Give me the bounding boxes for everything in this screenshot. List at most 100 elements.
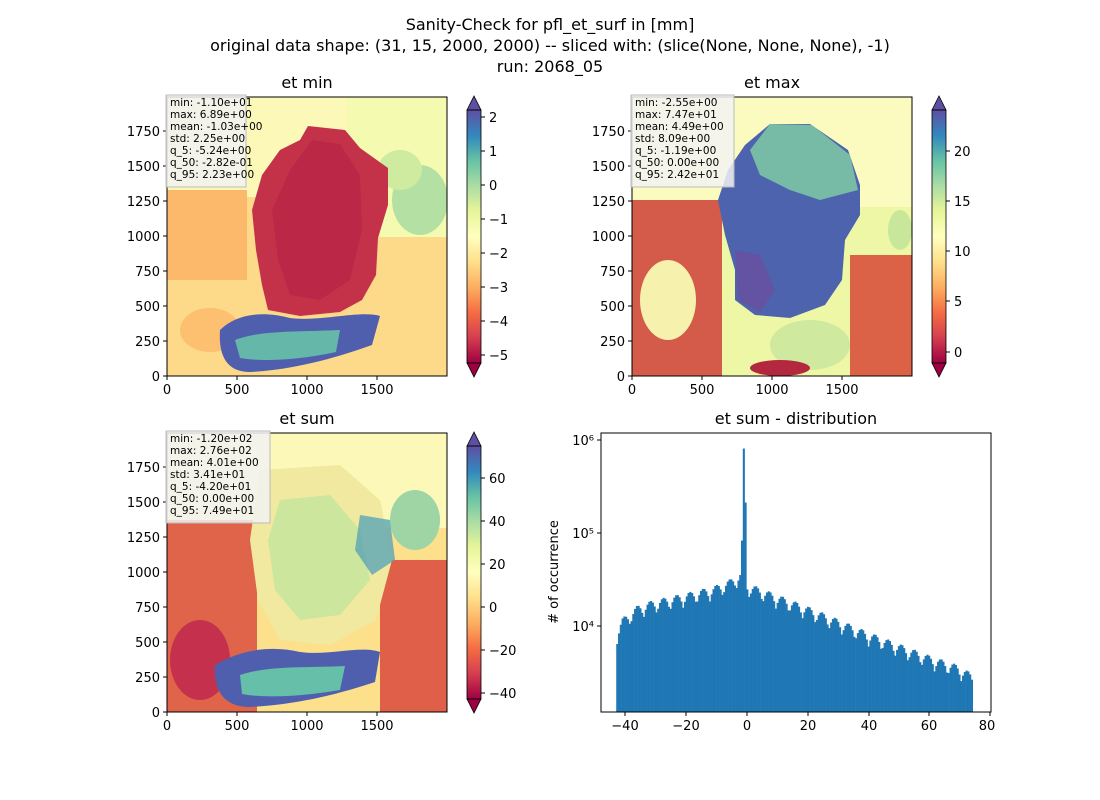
- histogram-bar: [735, 588, 738, 712]
- histogram-bar: [621, 618, 624, 712]
- histogram-bar: [806, 606, 810, 712]
- histogram-bar: [776, 602, 779, 712]
- histogram-bar: [935, 666, 938, 712]
- histogram-bar: [755, 586, 758, 712]
- histogram-bar: [744, 502, 747, 712]
- histogram-bar: [765, 592, 769, 712]
- histogram-bar: [667, 606, 670, 712]
- histogram-bar: [928, 655, 931, 712]
- y-tick-label: 1750: [127, 461, 160, 476]
- histogram-bar: [896, 649, 899, 712]
- histogram-bar: [771, 595, 774, 712]
- y-tick-label: 1250: [127, 531, 160, 546]
- histogram-bar: [673, 597, 676, 712]
- histogram-bar: [855, 638, 858, 712]
- histogram-bar: [903, 648, 906, 712]
- histogram-bar: [872, 634, 875, 712]
- histogram-bar: [782, 596, 785, 712]
- histogram-bars: [616, 448, 974, 712]
- histogram-bar: [774, 608, 777, 712]
- figure-title-line-3: run: 2068_05: [497, 57, 603, 77]
- stat-line: min: -2.55e+00: [635, 97, 717, 109]
- histogram-bar: [817, 615, 820, 712]
- histogram-bar: [746, 589, 749, 712]
- histogram-bar: [828, 628, 831, 712]
- y-tick-label: 1000: [127, 230, 160, 245]
- colorbar-tick-label: 20: [489, 558, 506, 573]
- histogram-bar: [637, 605, 640, 712]
- y-tick-label: 500: [600, 300, 625, 315]
- histogram-bar: [737, 580, 740, 712]
- colorbar-tick-label: 1: [489, 145, 497, 160]
- y-tick-label: 1000: [127, 566, 160, 581]
- histogram-bar: [701, 588, 704, 712]
- y-axis: 10⁴ 10⁵ 10⁶ # of occurrence: [547, 434, 601, 635]
- colorbar-tick-label: 20: [954, 145, 971, 160]
- histogram-bar: [748, 596, 751, 712]
- stat-line: max: 2.76e+02: [170, 445, 252, 457]
- x-tick-label: 0: [163, 383, 171, 398]
- histogram-bar: [698, 595, 701, 712]
- x-axis: 0 500 1000 1500: [163, 712, 394, 734]
- stat-line: max: 6.89e+00: [170, 109, 252, 121]
- histogram-bar: [847, 623, 851, 712]
- histogram-bar: [685, 596, 688, 712]
- histogram-bar: [953, 663, 956, 712]
- histogram-bar: [865, 639, 868, 712]
- histogram-bar: [794, 601, 797, 712]
- figure-title-line-1: Sanity-Check for pfl_et_surf in [mm]: [406, 15, 695, 35]
- histogram-bar: [642, 616, 646, 712]
- histogram-bar: [700, 590, 703, 712]
- heatmap-image: [632, 97, 912, 376]
- histogram-bar: [862, 630, 865, 712]
- colorbar-tick-label: −20: [489, 644, 516, 659]
- histogram-bar: [708, 601, 711, 712]
- histogram-bar: [924, 655, 927, 712]
- histogram-bar: [960, 681, 963, 712]
- colorbar-tick-label: 15: [954, 195, 971, 210]
- histogram-bar: [616, 643, 619, 712]
- y-axis: 0 250 500 750 1000 1250 1500 1750: [127, 125, 167, 385]
- histogram-bar: [970, 679, 974, 712]
- stat-line: q_95: 2.42e+01: [635, 169, 719, 181]
- histogram-bar: [805, 608, 808, 712]
- histogram-bar: [619, 624, 622, 712]
- histogram-bar: [904, 653, 908, 712]
- y-tick-label: 10⁶: [572, 434, 594, 449]
- histogram-bar: [683, 601, 687, 712]
- y-tick-label: 1750: [592, 125, 625, 140]
- histogram-bar: [808, 607, 811, 712]
- histogram-bar: [641, 612, 644, 712]
- y-tick-label: 1500: [127, 160, 160, 175]
- stat-line: min: -1.10e+01: [170, 97, 252, 109]
- x-tick-label: 500: [225, 383, 250, 398]
- histogram-bar: [919, 662, 922, 712]
- histogram-bar: [732, 581, 735, 712]
- y-tick-label: 0: [152, 706, 160, 721]
- stat-line: mean: 4.49e+00: [635, 121, 724, 133]
- histogram-bar: [917, 655, 920, 712]
- histogram-bar: [853, 636, 856, 712]
- y-tick-label: 1250: [592, 195, 625, 210]
- histogram-bar: [839, 627, 842, 712]
- histogram-bar: [926, 654, 929, 712]
- histogram-bar: [625, 616, 628, 712]
- histogram-bar: [892, 650, 895, 712]
- x-tick-label: 1500: [360, 719, 393, 734]
- histogram-bar: [767, 591, 770, 712]
- colorbar-tick-label: 0: [489, 601, 497, 616]
- histogram-bar: [856, 633, 859, 712]
- histogram-bar: [863, 633, 867, 712]
- y-tick-label: 10⁵: [572, 527, 594, 542]
- histogram-bar: [881, 647, 884, 712]
- histogram-bar: [899, 644, 902, 712]
- histogram-bar: [851, 630, 854, 712]
- histogram-bar: [724, 585, 728, 712]
- histogram-bar: [710, 594, 713, 712]
- histogram-bar: [869, 640, 872, 712]
- histogram-bar: [967, 671, 970, 712]
- stats-box: min: -2.55e+00 max: 7.47e+01 mean: 4.49e…: [630, 94, 735, 188]
- histogram-bar: [659, 602, 662, 712]
- histogram-bar: [678, 597, 681, 712]
